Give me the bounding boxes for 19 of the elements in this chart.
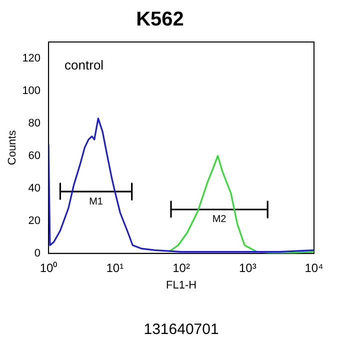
annotation: control <box>64 58 104 73</box>
x-axis-title: FL1-H <box>166 279 197 292</box>
chart-title: K562 <box>136 8 184 31</box>
x-tick-label: 10² <box>172 260 190 275</box>
y-tick-label: 60 <box>28 150 41 162</box>
x-tick-label: 10¹ <box>106 260 124 275</box>
series-label: M1 <box>89 196 104 208</box>
x-tick-label: 10⁴ <box>304 260 324 275</box>
y-tick-label: 100 <box>22 84 41 97</box>
y-tick-label: 40 <box>28 182 41 194</box>
x-tick-label: 10³ <box>238 260 256 275</box>
x-tick-label: 10⁰ <box>40 260 58 275</box>
y-tick-label: 120 <box>22 52 41 64</box>
series-label: M2 <box>212 214 227 226</box>
y-tick-label: 20 <box>28 214 41 227</box>
y-tick-label: 80 <box>28 117 41 130</box>
y-tick-label: 0 <box>34 247 41 260</box>
text: 131640701 <box>144 321 219 338</box>
y-axis-title: Counts <box>6 130 19 166</box>
